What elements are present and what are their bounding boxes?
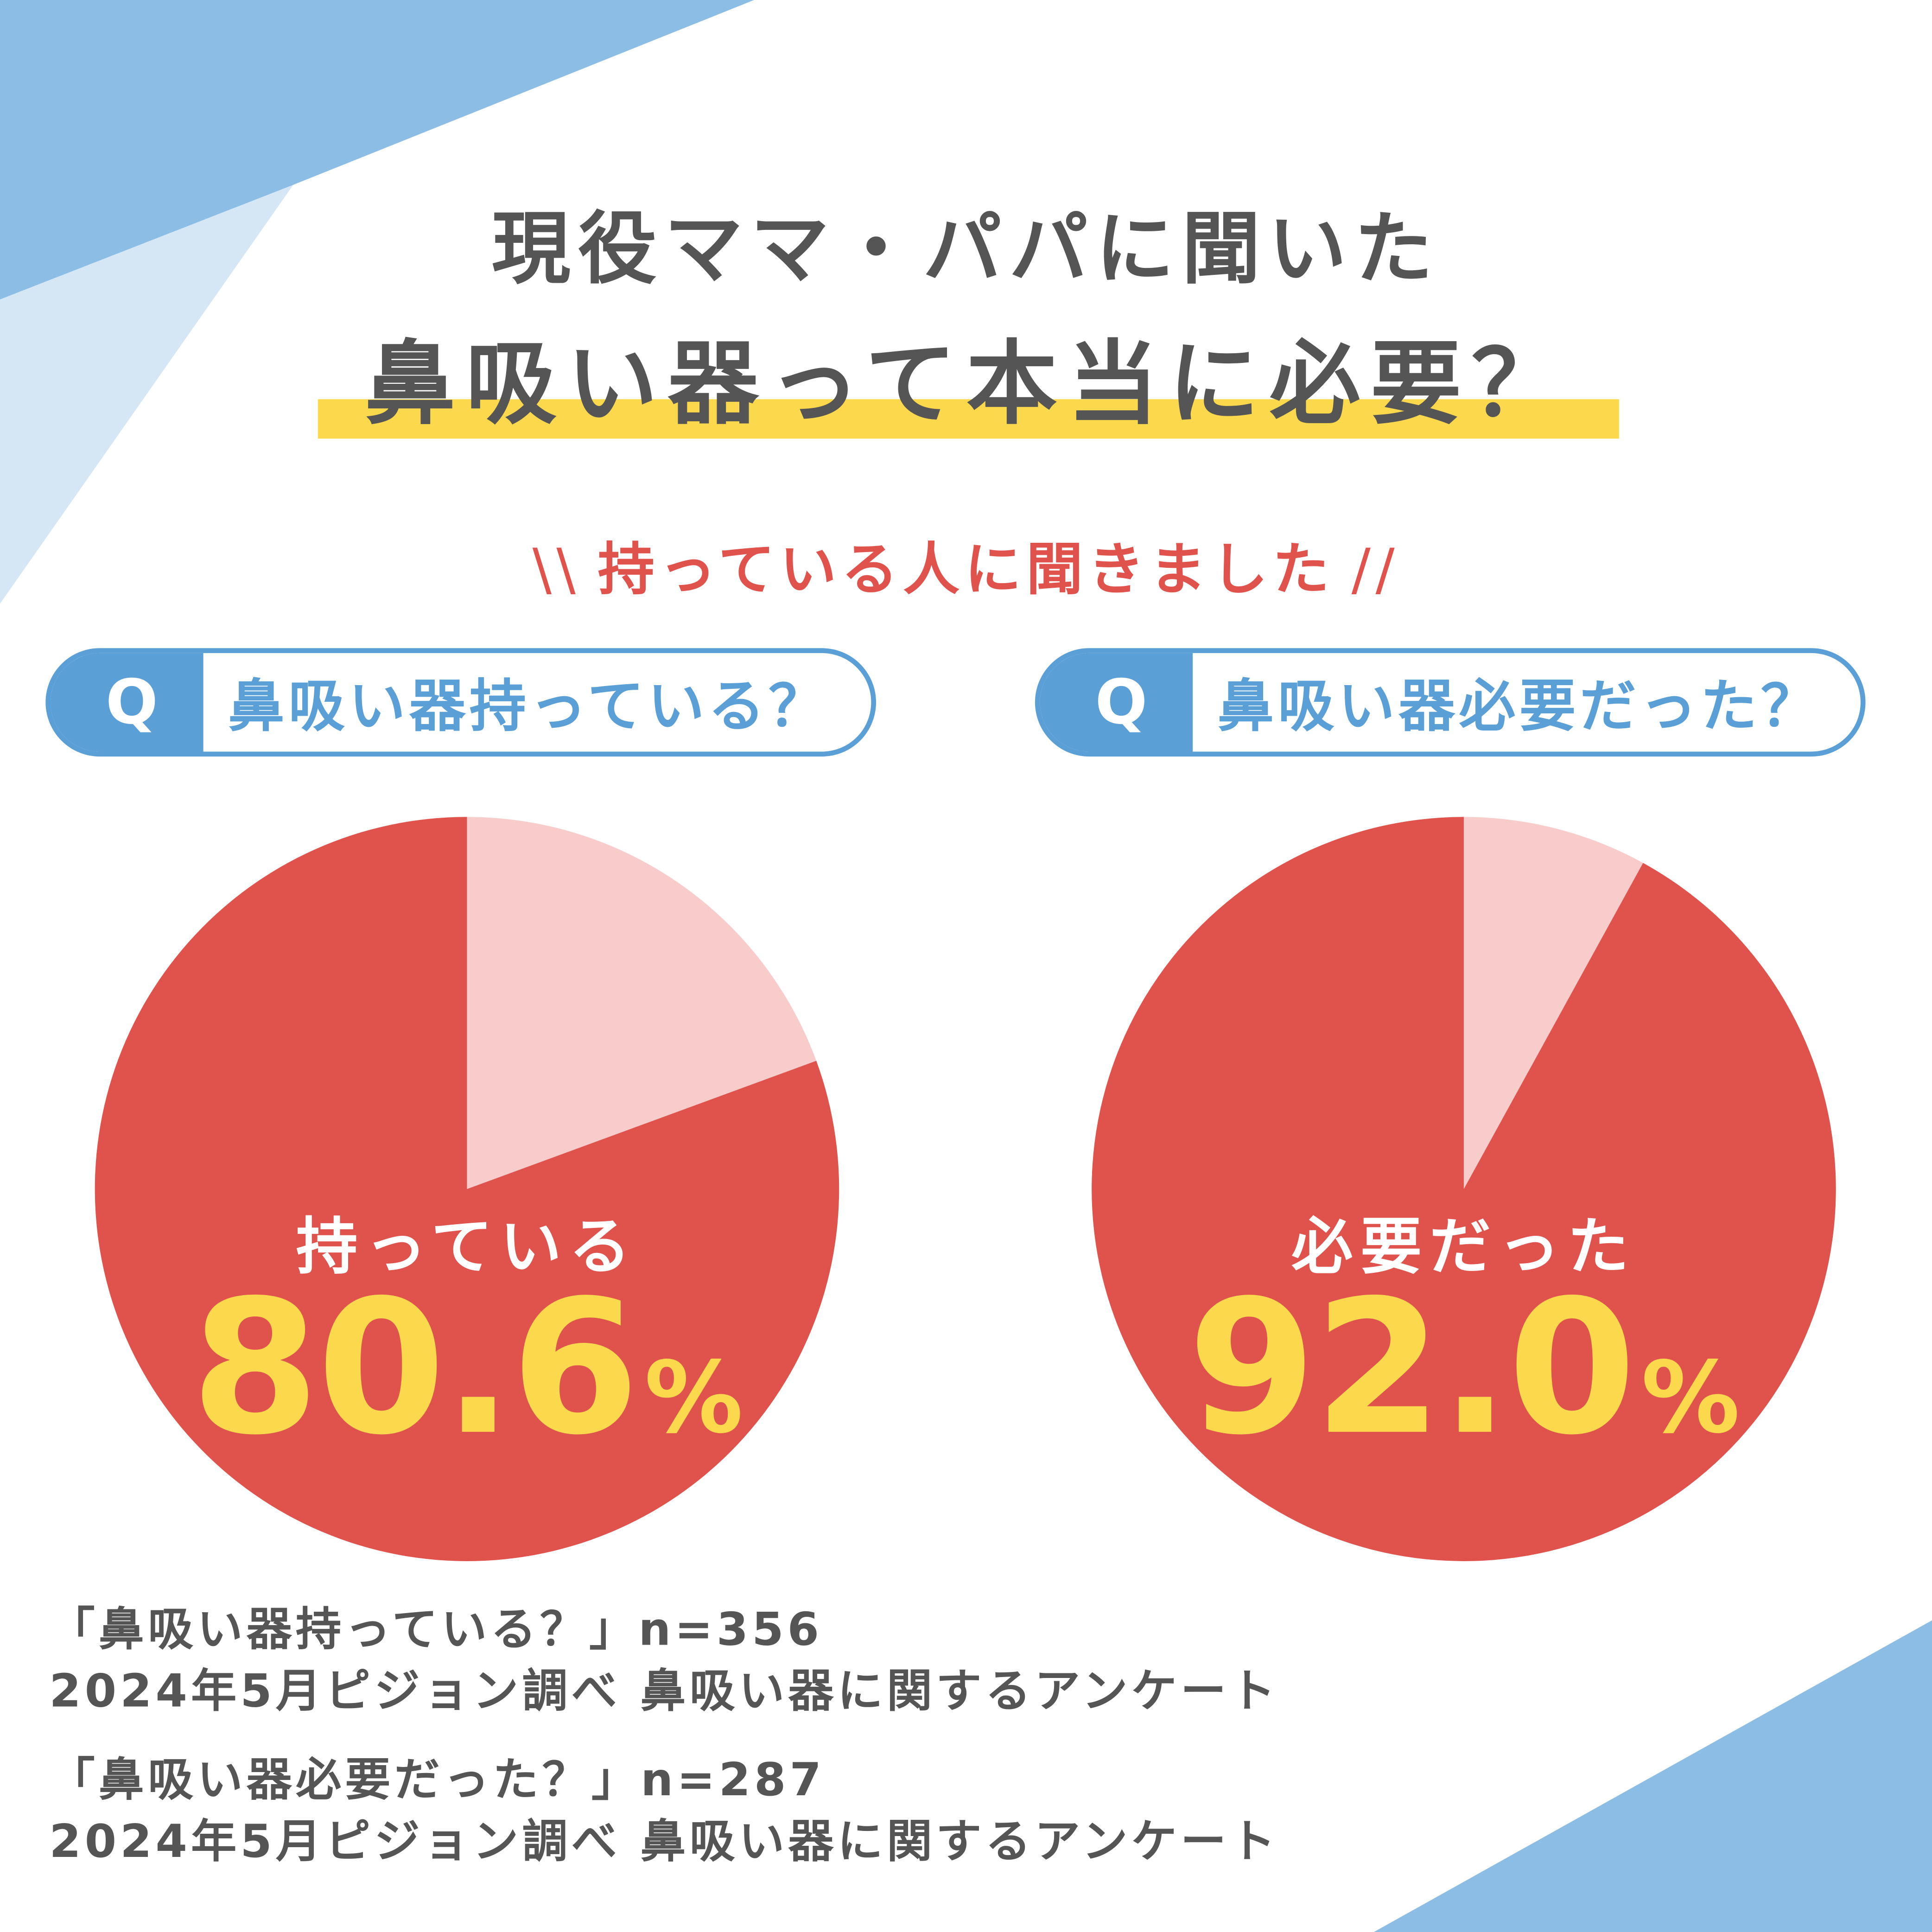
note-3: 「鼻吸い器必要だった？」n=287: [49, 1753, 825, 1806]
pie1-slice-main: [95, 817, 839, 1561]
pie2-unit: %: [1641, 1341, 1740, 1455]
title-line2: 鼻吸い器って本当に必要？: [364, 331, 1573, 438]
bg-blue-triangle-top: [0, 0, 754, 299]
right-accent-icon: //: [1351, 536, 1400, 603]
note-1: 「鼻吸い器持っている？」n=356: [49, 1603, 823, 1656]
note-2: 2024年5月ピジョン調べ 鼻吸い器に関するアンケート: [49, 1665, 1279, 1718]
subtitle-text: 持っている人に聞きました: [597, 536, 1335, 603]
pie1-unit: %: [644, 1341, 744, 1455]
question-badge-2: Q 鼻吸い器必要だった？: [1035, 648, 1866, 757]
pie1-slice-other: [467, 817, 817, 1189]
bg-blue-triangle-bottom: [1373, 1620, 1932, 1932]
note-4: 2024年5月ピジョン調べ 鼻吸い器に関するアンケート: [49, 1815, 1279, 1868]
title-line2-block: 鼻吸い器って本当に必要？: [318, 330, 1619, 439]
pie1-label: 持っている: [296, 1211, 638, 1283]
pie2-slice-other: [1463, 817, 1643, 1189]
title-highlight: [318, 399, 1619, 439]
question-text: 鼻吸い器必要だった？: [1217, 673, 1821, 739]
q-tag: Q: [50, 653, 203, 752]
title-line1: 現役ママ・パパに聞いた: [491, 204, 1441, 296]
pie2-number: 92.0: [1188, 1261, 1636, 1476]
pie2-slice-main: [1092, 817, 1836, 1561]
pie2-value: 92.0%: [1092, 1277, 1836, 1462]
question-text: 鼻吸い器持っている？: [228, 673, 829, 739]
subtitle: \\ 持っている人に聞きました//: [0, 532, 1932, 606]
q-tag: Q: [1040, 653, 1193, 752]
pie2-label: 必要だった: [1291, 1211, 1637, 1283]
pie1-value: 80.6%: [95, 1277, 839, 1462]
pie1-number: 80.6: [191, 1261, 640, 1476]
left-accent-icon: \\: [532, 536, 581, 603]
question-badge-1: Q 鼻吸い器持っている？: [45, 648, 876, 757]
